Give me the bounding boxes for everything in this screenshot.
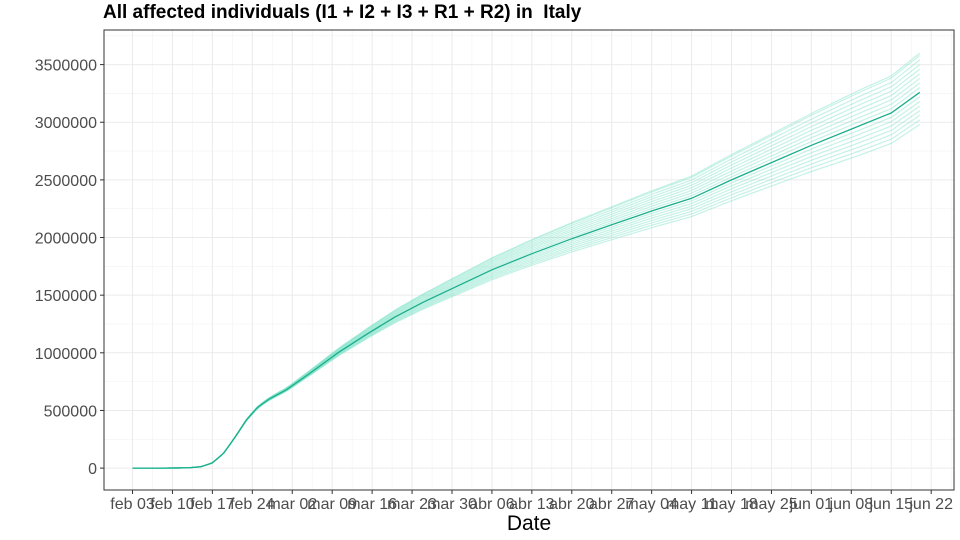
y-tick-label: 2000000 <box>35 231 97 248</box>
y-tick-label: 3500000 <box>35 58 97 75</box>
x-tick-label: feb 17 <box>190 496 235 513</box>
main-series-line <box>132 91 921 469</box>
x-tick-label: mar 30 <box>427 496 477 513</box>
y-tick-label: 2500000 <box>35 173 97 190</box>
x-tick-label: jun 15 <box>868 496 913 513</box>
x-tick-label: abr 20 <box>549 496 594 513</box>
x-tick-label: jun 22 <box>908 496 953 513</box>
chart-title: All affected individuals (I1 + I2 + I3 +… <box>103 2 582 23</box>
x-tick-label: abr 06 <box>469 496 514 513</box>
x-tick-label: abr 27 <box>589 496 634 513</box>
main-series-group <box>132 91 921 469</box>
x-tick-label: mar 23 <box>387 496 437 513</box>
ensemble-line <box>132 59 921 469</box>
y-tick-label: 1500000 <box>35 288 97 305</box>
ensemble-line <box>132 119 921 469</box>
x-tick-label: jun 01 <box>789 496 834 513</box>
x-tick-label: may 18 <box>705 496 758 513</box>
x-tick-label: feb 10 <box>150 496 195 513</box>
ensemble-line <box>132 52 921 469</box>
grid <box>104 30 954 490</box>
x-tick-label: may 04 <box>625 496 678 513</box>
x-tick-label: jun 08 <box>829 496 874 513</box>
ensemble-line <box>132 124 921 469</box>
x-tick-label: abr 13 <box>509 496 554 513</box>
y-tick-label: 1000000 <box>35 346 97 363</box>
plot-background <box>104 30 954 490</box>
x-tick-label: mar 09 <box>307 496 357 513</box>
x-tick-label: may 11 <box>666 496 717 513</box>
axes: 0 500000 1000000 1500000 2000000 2500000 30000… <box>35 58 953 513</box>
x-tick-label: may 25 <box>745 496 798 513</box>
plot-border <box>103 29 955 491</box>
x-axis-title: Date <box>507 512 551 535</box>
y-tick-label: 0 <box>88 461 97 478</box>
ensemble-line <box>132 54 921 469</box>
x-tick-label: feb 24 <box>230 496 275 513</box>
x-tick-label: mar 02 <box>267 496 317 513</box>
x-tick-label: feb 03 <box>110 496 155 513</box>
x-tick-label: mar 16 <box>347 496 397 513</box>
ensemble-line <box>132 64 921 469</box>
y-tick-label: 3000000 <box>35 115 97 132</box>
y-tick-label: 500000 <box>44 403 97 420</box>
